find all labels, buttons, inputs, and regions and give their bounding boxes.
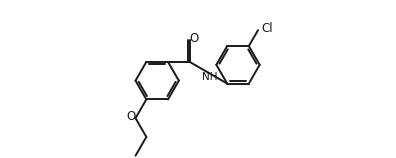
Text: Cl: Cl bbox=[262, 22, 273, 35]
Text: NH: NH bbox=[202, 72, 217, 82]
Text: O: O bbox=[189, 32, 198, 45]
Text: O: O bbox=[127, 110, 136, 123]
